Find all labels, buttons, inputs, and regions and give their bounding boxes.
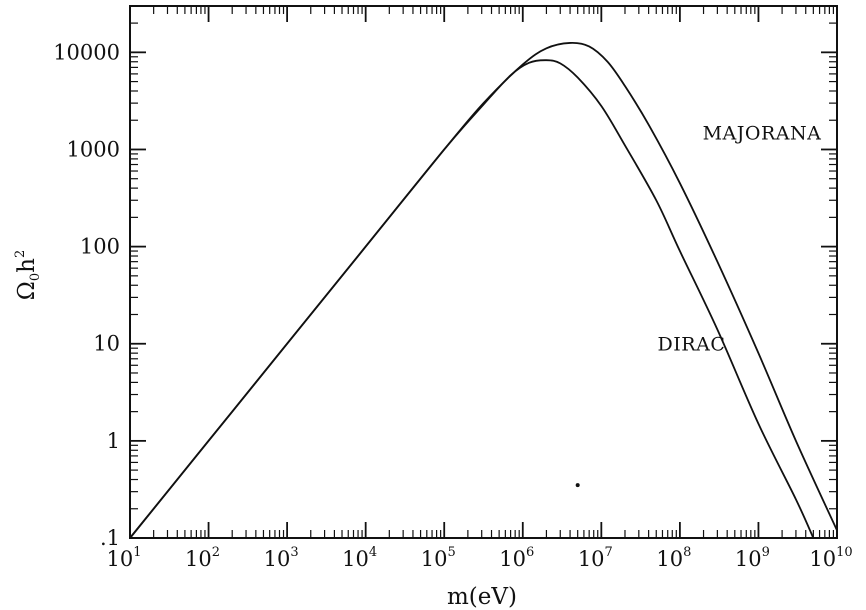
x-tick-label: 103 (264, 545, 299, 571)
x-tick-label-exponent: 10 (836, 545, 853, 560)
stray-dot (575, 483, 580, 488)
y-tick-labels: .1 1 10 100 1000 10000 (53, 40, 120, 550)
x-tick-label-base: 10 (342, 547, 369, 571)
x-tick-label-base: 10 (421, 547, 448, 571)
y-axis-title-superscript: 2 (13, 250, 28, 258)
x-tick-label: 108 (656, 545, 691, 571)
x-tick-label-exponent: 2 (212, 545, 220, 560)
plot-frame (129, 5, 838, 539)
plot-border (129, 5, 838, 539)
x-tick-label: 102 (185, 545, 220, 571)
svg-text:Ω0h2: Ω0h2 (13, 250, 43, 300)
x-tick-label-base: 10 (264, 547, 291, 571)
series-line-majorana (129, 41, 838, 539)
x-tick-label: 107 (578, 545, 613, 571)
major-ticks (129, 6, 838, 539)
x-tick-label-exponent: 8 (683, 545, 691, 560)
x-tick-label-exponent: 6 (526, 545, 534, 560)
x-tick-label-base: 10 (106, 547, 133, 571)
x-axis-title: m(eV) (447, 584, 517, 610)
x-tick-label-base: 10 (656, 547, 683, 571)
x-tick-label: 106 (499, 545, 534, 571)
x-tick-label-exponent: 1 (133, 545, 141, 560)
series-lines (129, 41, 838, 539)
y-tick-label: .1 (100, 526, 120, 550)
y-tick-label: 1 (107, 429, 120, 453)
series-annotations: MAJORANA DIRAC (575, 122, 822, 488)
minor-ticks (130, 5, 837, 538)
x-tick-label-exponent: 5 (447, 545, 455, 560)
x-tick-label: 101 (106, 545, 141, 571)
y-tick-label: 100 (80, 235, 120, 259)
y-tick-label: 10 (93, 332, 120, 356)
x-tick-label-base: 10 (578, 547, 605, 571)
x-tick-label-exponent: 3 (290, 545, 298, 560)
y-axis-title-subscript: 0 (28, 273, 43, 281)
x-tick-labels: 101 102 103 104 105 106 107 108 109 1010 (106, 545, 852, 571)
x-tick-label-exponent: 9 (762, 545, 770, 560)
x-tick-label-base: 10 (735, 547, 762, 571)
series-line-dirac (129, 59, 815, 539)
x-tick-label: 104 (342, 545, 377, 571)
y-axis-title: Ω0h2 (13, 250, 43, 300)
x-tick-label-exponent: 7 (605, 545, 613, 560)
y-tick-label: 1000 (67, 137, 120, 161)
y-axis-title-h: h (14, 258, 40, 273)
annotation-dirac: DIRAC (658, 334, 726, 356)
annotation-majorana: MAJORANA (703, 122, 822, 144)
x-tick-label-base: 10 (185, 547, 212, 571)
x-tick-label: 1010 (809, 545, 852, 571)
y-tick-label: 10000 (53, 40, 120, 64)
x-tick-label-base: 10 (499, 547, 526, 571)
x-tick-label: 105 (421, 545, 456, 571)
y-axis-title-omega: Ω (14, 281, 40, 300)
x-tick-label-base: 10 (809, 547, 836, 571)
x-tick-label-exponent: 4 (369, 545, 377, 560)
x-tick-label: 109 (735, 545, 770, 571)
